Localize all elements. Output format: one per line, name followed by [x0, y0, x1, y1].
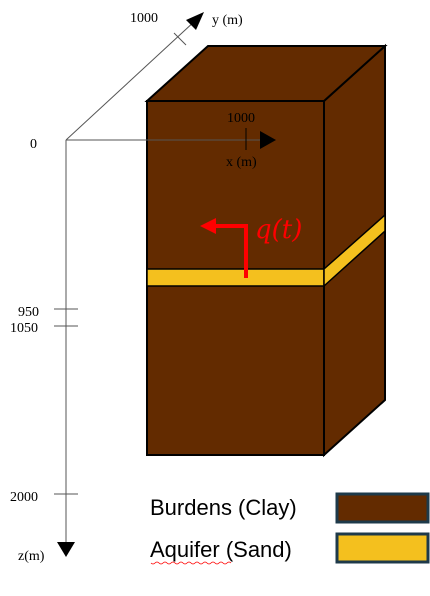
- x-axis-label: x (m): [226, 155, 257, 170]
- aquifer-front-band: [146, 268, 325, 287]
- y-axis-tick-label: 1000: [130, 11, 158, 26]
- z-tick-label-1050: 1050: [10, 321, 38, 336]
- y-axis-label: y (m): [212, 13, 243, 28]
- legend-label-burdens: Burdens (Clay): [150, 495, 297, 520]
- z-axis-arrowhead: [57, 542, 75, 557]
- z-axis-label: z(m): [18, 549, 45, 564]
- aquifer-side-band: [323, 213, 386, 288]
- y-axis-arrowhead: [186, 12, 204, 30]
- x-axis-tick-label: 1000: [227, 111, 255, 126]
- spellcheck-underline: [150, 561, 232, 565]
- flow-arrow-shaft: [216, 224, 248, 278]
- legend-swatch-burdens: [335, 492, 430, 524]
- z-tick-label-2000: 2000: [10, 490, 38, 505]
- flow-label: q(t): [255, 215, 302, 245]
- y-axis-tick: [173, 32, 187, 46]
- legend-label-aquifer: Aquifer (Sand): [150, 537, 292, 562]
- flow-arrowhead: [200, 218, 216, 234]
- origin-label: 0: [30, 137, 37, 152]
- x-axis-arrowhead: [260, 131, 276, 149]
- legend-swatch-aquifer: [335, 532, 430, 564]
- y-axis-line: [65, 19, 197, 141]
- z-tick-label-950: 950: [18, 305, 39, 320]
